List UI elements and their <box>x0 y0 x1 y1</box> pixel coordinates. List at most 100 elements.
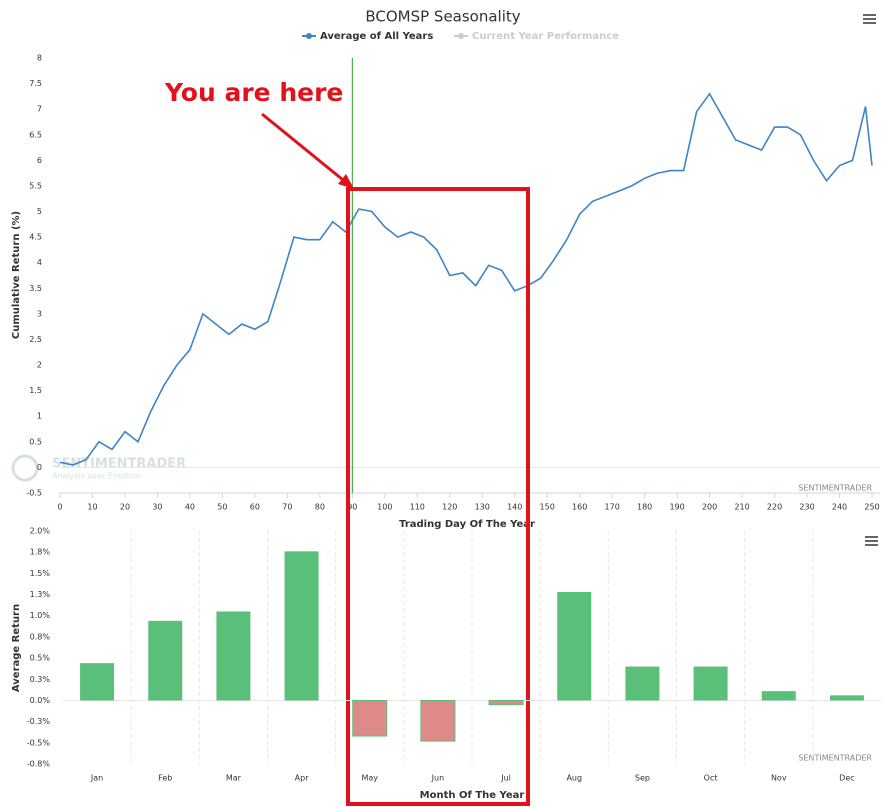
bar <box>557 592 592 701</box>
x-tick-label: Nov <box>771 774 787 783</box>
bar <box>352 699 388 737</box>
x-axis-title: Month Of The Year <box>420 790 525 801</box>
legend-dot <box>458 33 464 39</box>
bar <box>761 691 796 701</box>
y-tick-label: 0 <box>37 463 42 472</box>
y-tick-label: 6 <box>37 156 42 165</box>
y-tick-label: 0.5% <box>30 654 51 663</box>
credits: SENTIMENTRADER <box>798 754 872 763</box>
x-tick-label: 20 <box>120 503 130 512</box>
y-axis-title: Average Return <box>11 604 22 692</box>
x-tick-label: 140 <box>507 503 522 512</box>
arrow-head <box>338 174 354 189</box>
x-tick-label: 30 <box>152 503 162 512</box>
x-tick-label: 230 <box>799 503 814 512</box>
y-tick-label: 5 <box>37 207 42 216</box>
x-tick-label: Dec <box>839 774 854 783</box>
x-tick-label: 80 <box>315 503 325 512</box>
bar <box>420 699 456 742</box>
legend-label[interactable]: Average of All Years <box>320 31 433 42</box>
data-line <box>59 92 873 466</box>
y-tick-label: 2 <box>37 361 42 370</box>
bar <box>80 663 115 701</box>
y-tick-label: 0.0% <box>30 696 51 705</box>
x-tick-label: 190 <box>669 503 684 512</box>
legend-label[interactable]: Current Year Performance <box>472 31 619 42</box>
x-tick-label: Jul <box>500 774 511 783</box>
x-tick-label: Oct <box>704 774 718 783</box>
x-tick-label: 130 <box>475 503 490 512</box>
bar <box>829 695 864 701</box>
x-tick-label: Sep <box>635 774 650 783</box>
menu-icon[interactable] <box>863 14 876 24</box>
y-tick-label: 4 <box>37 258 42 267</box>
bar <box>488 699 524 706</box>
chart-title: BCOMSP Seasonality <box>365 8 520 26</box>
x-tick-label: Jan <box>90 774 103 783</box>
y-tick-label: 1.5% <box>30 569 51 578</box>
x-tick-label: May <box>361 774 378 783</box>
y-tick-label: 0.5 <box>29 437 42 446</box>
y-tick-label: 0.3% <box>30 675 51 684</box>
y-tick-label: 1.0% <box>30 611 51 620</box>
x-tick-label: 240 <box>832 503 847 512</box>
y-tick-label: -0.8% <box>27 760 51 769</box>
x-tick-label: Jun <box>431 774 445 783</box>
menu-icon[interactable] <box>865 536 878 546</box>
credits: SENTIMENTRADER <box>798 484 872 493</box>
y-tick-label: 1.8% <box>30 548 51 557</box>
bar <box>216 611 251 701</box>
x-tick-label: Mar <box>226 774 242 783</box>
annotation-arrow <box>261 112 349 186</box>
x-tick-label: 150 <box>540 503 555 512</box>
y-tick-label: 3.5 <box>29 284 42 293</box>
y-tick-label: 7 <box>37 105 42 114</box>
x-tick-label: 250 <box>864 503 879 512</box>
x-tick-label: 210 <box>734 503 749 512</box>
y-tick-label: 5.5 <box>29 181 42 190</box>
x-tick-label: 200 <box>702 503 717 512</box>
legend-dot <box>306 33 312 39</box>
y-tick-label: -0.5 <box>26 489 42 498</box>
y-tick-label: 1 <box>37 412 42 421</box>
x-tick-label: 0 <box>57 503 62 512</box>
x-tick-label: 100 <box>377 503 392 512</box>
y-tick-label: 1.5 <box>29 386 42 395</box>
y-tick-label: 8 <box>37 54 42 63</box>
bar <box>148 620 183 701</box>
bar <box>625 666 660 701</box>
highlight-box <box>346 187 530 806</box>
x-tick-label: 110 <box>410 503 425 512</box>
annotation-text: You are here <box>164 78 343 107</box>
x-tick-label: 50 <box>217 503 227 512</box>
y-tick-label: 1.3% <box>30 590 51 599</box>
y-tick-label: 3 <box>37 309 42 318</box>
y-tick-label: -0.3% <box>27 717 51 726</box>
x-tick-label: Feb <box>158 774 172 783</box>
watermark-tagline: Analysis over Emotion <box>52 472 141 481</box>
x-tick-label: 120 <box>442 503 457 512</box>
y-tick-label: 0.8% <box>30 632 51 641</box>
x-tick-label: 220 <box>767 503 782 512</box>
x-tick-label: Apr <box>295 774 310 783</box>
x-tick-label: 170 <box>605 503 620 512</box>
x-tick-label: 10 <box>87 503 97 512</box>
x-tick-label: 180 <box>637 503 652 512</box>
y-tick-label: 4.5 <box>29 233 42 242</box>
y-tick-label: 2.0% <box>30 527 51 536</box>
x-tick-label: 60 <box>250 503 260 512</box>
x-tick-label: Aug <box>566 774 582 783</box>
y-tick-label: -0.5% <box>27 738 51 747</box>
y-axis-title: Cumulative Return (%) <box>11 211 22 339</box>
y-tick-label: 7.5 <box>29 79 42 88</box>
x-tick-label: 160 <box>572 503 587 512</box>
bar <box>284 551 319 701</box>
x-tick-label: 90 <box>347 503 357 512</box>
x-axis-title: Trading Day Of The Year <box>399 519 535 530</box>
y-tick-label: 6.5 <box>29 130 42 139</box>
x-tick-label: 40 <box>185 503 195 512</box>
y-tick-label: 2.5 <box>29 335 42 344</box>
x-tick-label: 70 <box>282 503 292 512</box>
bar <box>693 666 728 701</box>
